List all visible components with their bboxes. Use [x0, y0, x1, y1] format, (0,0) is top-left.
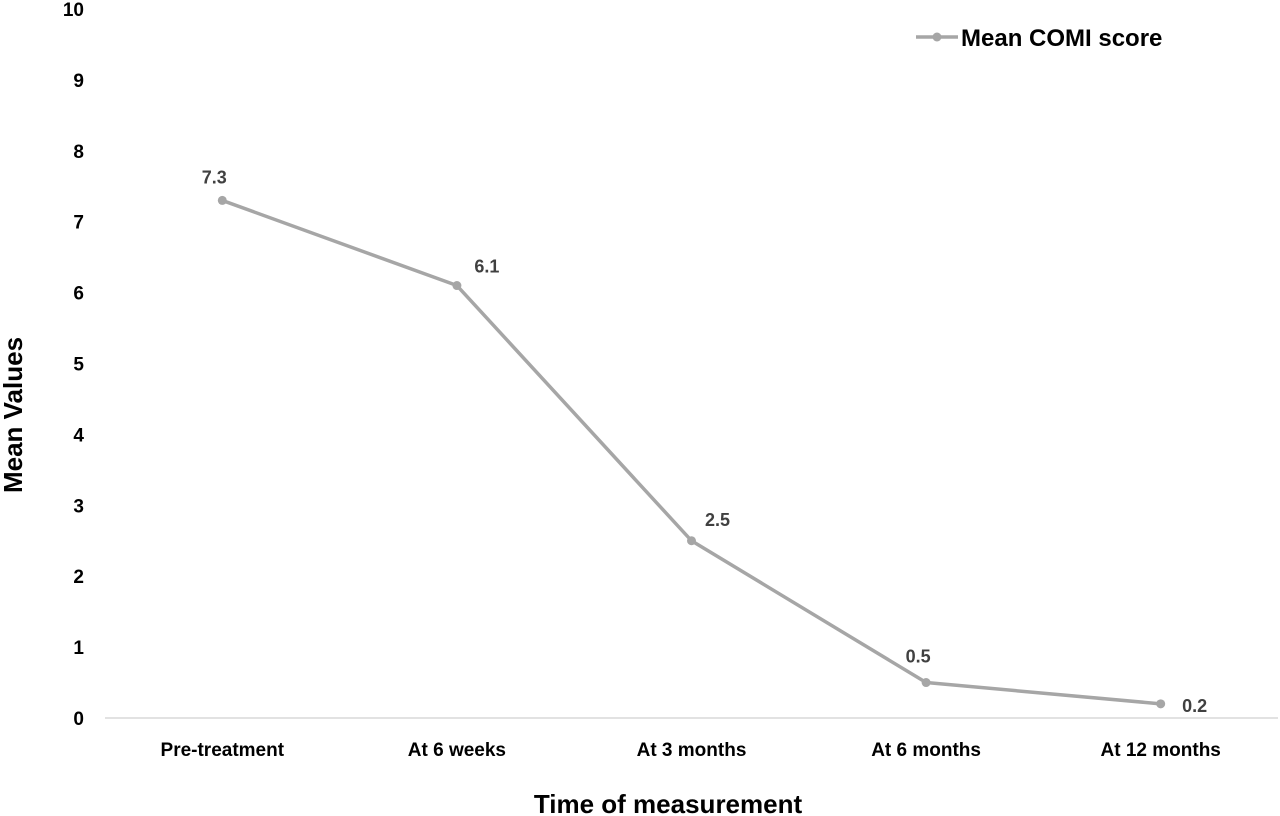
- x-tick-label-4: At 12 months: [1101, 740, 1221, 761]
- y-tick-label-7: 7: [73, 213, 84, 234]
- legend-label: Mean COMI score: [961, 25, 1162, 52]
- data-point-4: [1156, 699, 1166, 709]
- x-tick-label-2: At 3 months: [637, 740, 747, 761]
- x-axis-title: Time of measurement: [534, 789, 803, 816]
- y-axis-title: Mean Values: [0, 337, 28, 493]
- y-tick-label-10: 10: [63, 0, 84, 21]
- x-axis-tick-labels: Pre-treatment At 6 weeks At 3 months At 6 m…: [161, 740, 1221, 761]
- y-tick-label-3: 3: [73, 496, 84, 517]
- y-tick-label-1: 1: [73, 638, 84, 659]
- y-tick-label-4: 4: [73, 425, 84, 446]
- legend: Mean COMI score: [916, 25, 1162, 52]
- series-line-0: [221, 198, 1161, 706]
- data-point-2: [687, 536, 696, 546]
- data-label-2: 2.5: [705, 510, 730, 530]
- x-tick-label-1: At 6 weeks: [408, 740, 506, 761]
- data-point-3: [921, 678, 931, 688]
- y-tick-label-6: 6: [73, 284, 84, 305]
- legend-point-marker: [932, 32, 942, 42]
- x-tick-label-0: Pre-treatment: [161, 740, 285, 761]
- data-label-1: 6.1: [474, 257, 499, 277]
- data-label-4: 0.2: [1182, 696, 1207, 716]
- y-tick-label-0: 0: [73, 709, 84, 730]
- data-point-1: [452, 281, 462, 291]
- data-labels: 7.3 6.1 2.5 0.5 0.2: [202, 167, 1207, 715]
- y-axis-tick-labels: 0 1 2 3 4 5 6 7 8 9 10: [63, 0, 85, 730]
- data-label-0: 7.3: [202, 167, 227, 187]
- data-label-3: 0.5: [906, 647, 931, 667]
- y-tick-label-8: 8: [73, 142, 84, 163]
- x-tick-label-3: At 6 months: [871, 740, 981, 761]
- y-tick-label-5: 5: [73, 355, 84, 376]
- data-point-0: [217, 195, 227, 205]
- y-tick-label-2: 2: [73, 567, 84, 588]
- series-layer: [217, 195, 1166, 709]
- y-tick-label-9: 9: [73, 71, 84, 92]
